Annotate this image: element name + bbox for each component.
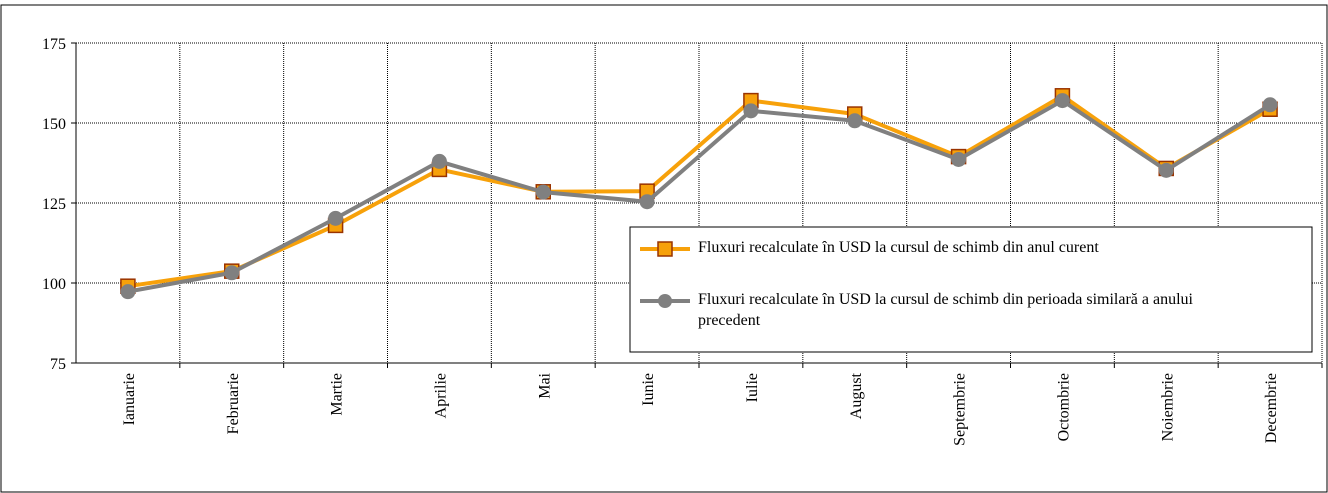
y-tick-label: 125 — [42, 196, 66, 213]
x-tick-label: Decembrie — [1263, 373, 1280, 443]
marker — [120, 284, 136, 300]
legend-marker — [658, 294, 672, 308]
x-tick-label: Iulie — [744, 373, 761, 402]
x-tick-label: Noiembrie — [1159, 373, 1176, 441]
x-tick-label: Septembrie — [952, 373, 969, 446]
marker — [328, 210, 344, 226]
y-tick-label: 75 — [50, 356, 66, 373]
legend-label: Fluxuri recalculate în USD la cursul de … — [698, 291, 1193, 329]
legend-box — [629, 226, 1313, 353]
legend-text: Fluxuri recalculate în USD la cursul de … — [698, 291, 1193, 329]
marker — [1158, 162, 1174, 178]
x-tick-label: Martie — [329, 373, 346, 416]
marker — [847, 113, 863, 129]
legend-label: Fluxuri recalculate în USD la cursul de … — [698, 239, 1099, 256]
legend-marker — [657, 241, 673, 257]
series-line — [127, 98, 1272, 294]
marker — [743, 103, 759, 119]
marker — [431, 153, 447, 169]
x-tick-label: Ianuarie — [121, 373, 138, 425]
marker — [1054, 93, 1070, 109]
x-tick-label: Februarie — [225, 373, 242, 434]
x-tick-label: Iunie — [640, 373, 657, 406]
legend-text: Fluxuri recalculate în USD la cursul de … — [698, 239, 1099, 256]
y-tick-label: 175 — [42, 36, 66, 53]
x-tick-label: Octombrie — [1055, 373, 1072, 441]
marker — [951, 151, 967, 167]
marker — [1262, 97, 1278, 113]
x-tick-label: Aprilie — [432, 373, 449, 418]
series-line — [127, 93, 1272, 289]
marker — [224, 265, 240, 281]
y-tick-label: 150 — [42, 116, 66, 133]
legend: Fluxuri recalculate în USD la cursul de … — [629, 226, 1313, 353]
x-tick-label: August — [848, 372, 865, 419]
y-tick-label: 100 — [42, 276, 66, 293]
x-tick-label: Mai — [536, 372, 553, 398]
marker — [639, 194, 655, 210]
marker — [535, 184, 551, 200]
